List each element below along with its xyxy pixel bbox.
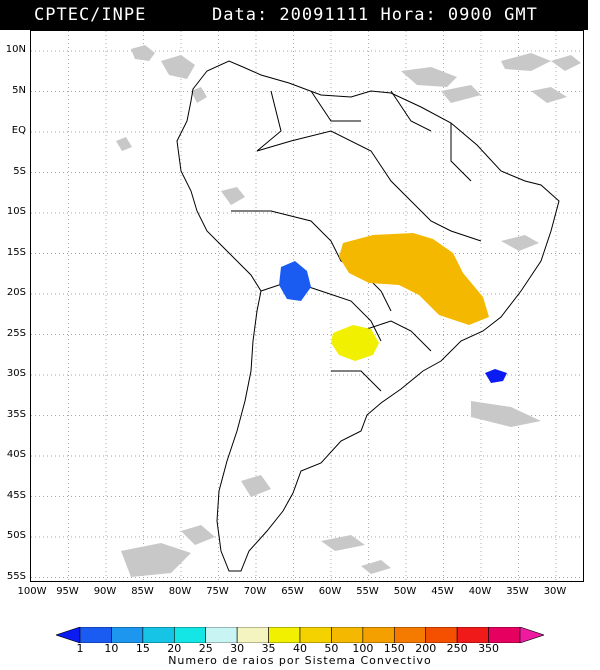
lon-label: 50W (393, 586, 417, 597)
colorbar-tick-label: 1 (76, 642, 84, 655)
lon-label: 45W (431, 586, 454, 597)
lightning-cluster-paraguay (331, 325, 379, 361)
lat-label: 50S (6, 530, 26, 541)
colorbar-title: Numero de raios por Sistema Convectivo (168, 654, 432, 667)
colorbar-tick-label: 150 (383, 642, 405, 655)
lat-label: 30S (6, 368, 26, 379)
lon-label: 30W (543, 586, 567, 597)
colorbar-cell (393, 627, 427, 643)
colorbar-tick-label: 20 (167, 642, 182, 655)
colorbar (56, 627, 544, 643)
cloud-cover (116, 45, 581, 577)
map-svg (31, 31, 583, 581)
lon-label: 40W (468, 586, 492, 597)
lat-label: 5S (13, 165, 26, 177)
lon-label: 35W (506, 586, 529, 597)
lat-label: 35S (6, 408, 26, 420)
lon-label: 65W (281, 586, 304, 597)
map-header: CPTEC/INPE Data: 20091111 Hora: 0900 GMT (0, 0, 588, 30)
lon-label: 70W (243, 586, 267, 597)
lat-label: 15S (6, 246, 26, 258)
colorbar-tick-label: 350 (478, 642, 500, 655)
colorbar-tick-label: 30 (230, 642, 245, 655)
colorbar-cell (79, 627, 112, 643)
colorbar-cell (488, 627, 521, 643)
colorbar-tick-label: 200 (415, 642, 437, 655)
lat-label: 25S (6, 327, 26, 339)
colorbar-tick-label: 10 (104, 642, 119, 655)
colorbar-cell (142, 627, 175, 643)
lat-label: 55S (6, 570, 26, 582)
colorbar-tick-label: 100 (352, 642, 374, 655)
lon-label: 75W (206, 586, 229, 597)
lat-label: 10S (6, 206, 26, 217)
lon-label: 95W (56, 586, 79, 597)
lat-label: 40S (6, 449, 26, 460)
colorbar-cell (268, 627, 301, 643)
lon-label: 85W (131, 586, 154, 597)
colorbar-tick-label: 250 (446, 642, 468, 655)
colorbar-cell (362, 627, 395, 643)
colorbar-tick-label: 40 (293, 642, 307, 655)
lat-label: EQ (11, 125, 26, 136)
country-borders (176, 60, 560, 572)
colorbar-cell (331, 627, 364, 643)
dotted-grid (31, 31, 583, 581)
lightning-clusters (279, 233, 507, 383)
colorbar-cell (173, 627, 207, 643)
colorbar-tick-label: 50 (324, 642, 339, 655)
lon-label: 60W (318, 586, 342, 597)
colorbar-tick-label: 35 (261, 642, 276, 655)
lat-label: 10N (5, 44, 26, 55)
colorbar-cell (456, 627, 489, 643)
colorbar-tick-label: 15 (135, 642, 150, 655)
lon-label: 55W (356, 586, 379, 597)
lat-label: 5N (12, 84, 26, 96)
colorbar-cell (519, 627, 544, 643)
lat-label: 45S (6, 489, 26, 501)
lon-label: 80W (168, 586, 192, 597)
lightning-cluster-central-brazil (339, 233, 489, 325)
datetime-label: Data: 20091111 Hora: 0900 GMT (212, 5, 538, 25)
source-label: CPTEC/INPE (34, 5, 147, 25)
colorbar-cell (111, 627, 144, 643)
lon-label: 100W (17, 586, 47, 597)
map-panel (30, 30, 584, 582)
colorbar-cell (299, 627, 332, 643)
lightning-cluster-bolivia (279, 261, 311, 301)
colorbar-tick-label: 25 (198, 642, 213, 655)
colorbar-cell (236, 627, 269, 643)
colorbar-cell (425, 627, 458, 643)
colorbar-cell (56, 627, 81, 643)
lightning-cluster-south-atlantic (485, 369, 507, 383)
colorbar-cell (205, 627, 238, 643)
lat-label: 20S (6, 287, 26, 298)
lon-label: 90W (93, 586, 117, 597)
